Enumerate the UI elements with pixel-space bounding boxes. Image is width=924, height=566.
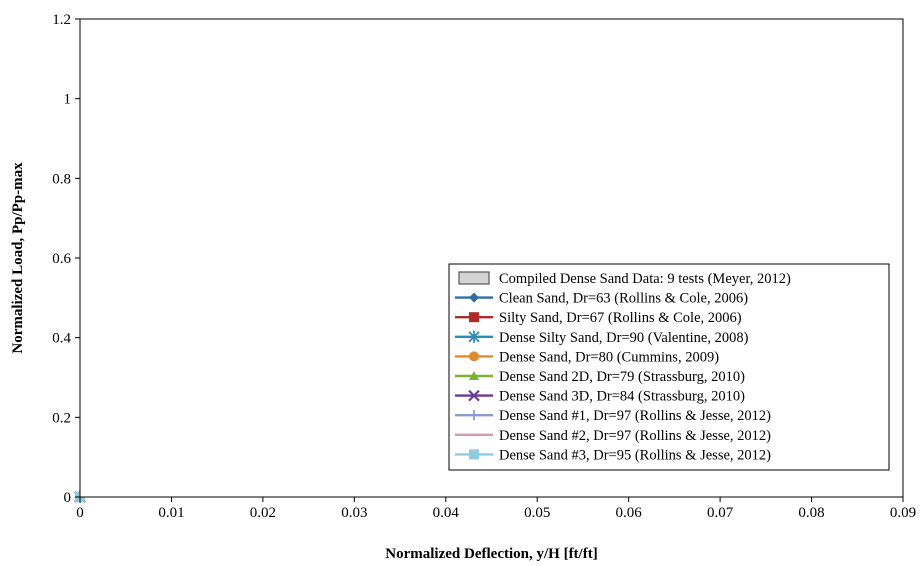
legend-marker [468,389,480,402]
x-tick-label: 0.07 [707,505,734,521]
legend-marker [469,312,479,323]
legend-label: Silty Sand, Dr=67 (Rollins & Cole, 2006) [499,310,742,326]
legend: Compiled Dense Sand Data: 9 tests (Meyer… [448,263,890,471]
y-tick-label: 0.4 [52,331,71,347]
y-tick-label: 0.8 [52,171,71,187]
legend-label: Dense Sand #3, Dr=95 (Rollins & Jesse, 2… [499,447,771,463]
legend-swatch [458,271,490,285]
legend-entry: Silty Sand, Dr=67 (Rollins & Cole, 2006) [455,310,742,326]
tick-labels: 0 0.01 0.02 0.03 0.04 0.05 0.06 0.07 0.08 0.09 0 0.… [52,12,916,521]
x-tick-label: 0.09 [890,505,916,521]
legend-label: Dense Silty Sand, Dr=90 (Valentine, 2008… [499,330,749,346]
legend-entry: Dense Sand #1, Dr=97 (Rollins & Jesse, 2… [455,408,771,424]
legend-box [448,263,890,471]
x-tick-label: 0.03 [341,505,367,521]
legend-marker [469,449,479,460]
legend-label: Clean Sand, Dr=63 (Rollins & Cole, 2006) [499,291,748,307]
legend-label: Dense Sand 3D, Dr=84 (Strassburg, 2010) [499,389,745,405]
x-tick-label: 0 [76,505,84,521]
x-tick-label: 0.05 [524,505,550,521]
legend-label: Dense Sand #1, Dr=97 (Rollins & Jesse, 2… [499,408,771,424]
legend-label: Dense Sand 2D, Dr=79 (Strassburg, 2010) [499,369,745,385]
y-tick-label: 0 [64,490,72,506]
y-tick-label: 1.2 [52,12,71,28]
legend-entry: Dense Sand 3D, Dr=84 (Strassburg, 2010) [455,389,745,405]
legend-marker [468,330,480,343]
x-tick-label: 0.02 [250,505,276,521]
x-tick-label: 0.04 [433,505,460,521]
legend-entry: Dense Silty Sand, Dr=90 (Valentine, 2008… [455,330,749,346]
legend-marker [469,371,479,380]
legend-entry: Dense Sand #3, Dr=95 (Rollins & Jesse, 2… [455,447,771,463]
y-tick-label: 0.6 [52,251,71,267]
legend-label: Compiled Dense Sand Data: 9 tests (Meyer… [499,271,791,287]
legend-entry: Compiled Dense Sand Data: 9 tests (Meyer… [458,271,791,287]
legend-label: Dense Sand, Dr=80 (Cummins, 2009) [499,349,719,365]
legend-entry: Clean Sand, Dr=63 (Rollins & Cole, 2006) [455,291,748,307]
x-axis-title: Normalized Deflection, y/H [ft/ft] [385,546,597,562]
legend-entry: Dense Sand, Dr=80 (Cummins, 2009) [455,349,719,365]
y-tick-label: 1 [64,92,72,108]
legend-marker [469,351,479,362]
y-tick-label: 0.2 [52,410,71,426]
legend-entry: Dense Sand #2, Dr=97 (Rollins & Jesse, 2… [455,428,771,444]
x-tick-label: 0.01 [158,505,184,521]
y-axis-title: Normalized Load, Pp/Pp-max [10,162,26,354]
x-tick-label: 0.08 [798,505,824,521]
x-tick-label: 0.06 [616,505,643,521]
legend-entry: Dense Sand 2D, Dr=79 (Strassburg, 2010) [455,369,745,385]
legend-marker [469,292,479,303]
legend-label: Dense Sand #2, Dr=97 (Rollins & Jesse, 2… [499,428,771,444]
legend-marker [469,410,479,421]
